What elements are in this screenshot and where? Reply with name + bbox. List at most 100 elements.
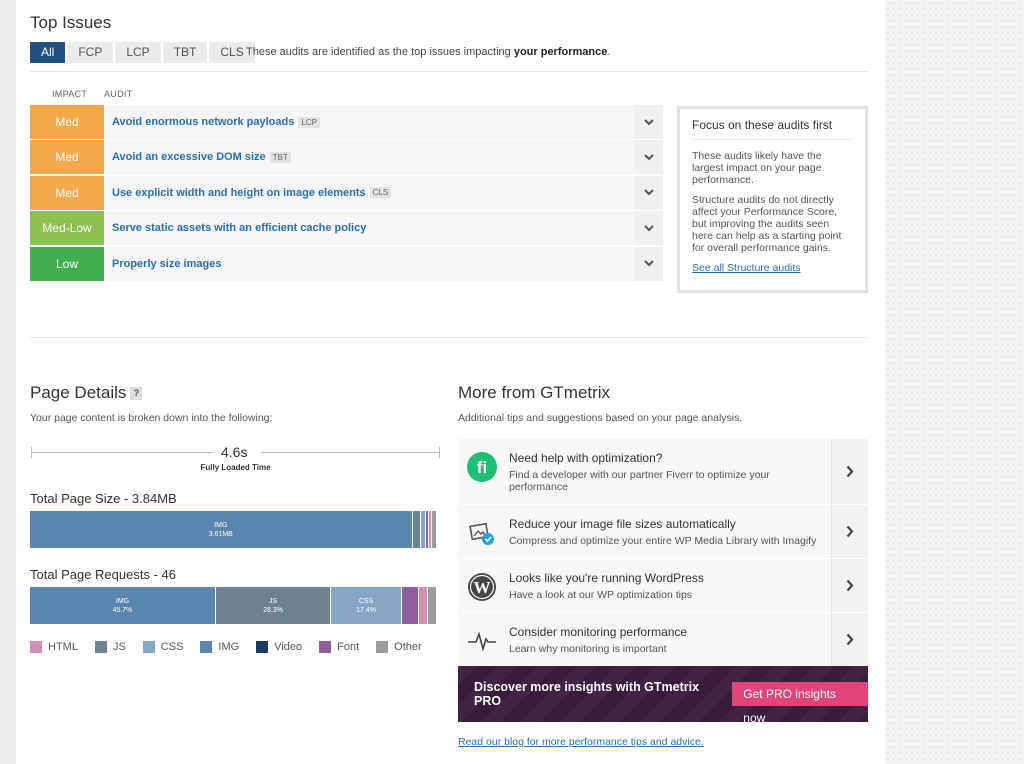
more-item[interactable]: fi Need help with optimization? Find a dev… bbox=[458, 439, 868, 504]
segment-value: 28.3% bbox=[263, 606, 283, 614]
legend-swatch bbox=[30, 641, 42, 653]
page-details-header: Page Details? bbox=[30, 383, 143, 403]
metric-tag: LCP bbox=[298, 116, 320, 128]
bar-segment-css: CSS 17.4% bbox=[331, 587, 402, 624]
get-pro-button[interactable]: Get PRO insights now bbox=[732, 682, 868, 725]
page-requests-title: Total Page Requests - 46 bbox=[30, 567, 176, 582]
segment-label: JS bbox=[268, 597, 278, 605]
svg-text:fi: fi bbox=[477, 458, 487, 477]
timeline-line-left bbox=[31, 452, 214, 453]
metric-tag: TBT bbox=[269, 151, 291, 163]
content-type-legend: HTML JS CSS IMG Video Font Other bbox=[30, 641, 439, 653]
focus-paragraph-2: Structure audits do not directly affect … bbox=[692, 194, 842, 254]
segment-value: 17.4% bbox=[356, 606, 376, 614]
audit-title-text: Serve static assets with an efficient ca… bbox=[112, 222, 367, 235]
bar-segment-img: IMG 3.61MB bbox=[30, 511, 413, 548]
expand-chevron-icon[interactable] bbox=[635, 105, 663, 139]
tab-lcp[interactable]: LCP bbox=[115, 42, 161, 63]
imagify-icon bbox=[466, 517, 498, 549]
more-item-title: Consider monitoring performance bbox=[509, 625, 688, 639]
legend-label: JS bbox=[112, 641, 126, 653]
tabs-description: These audits are identified as the top i… bbox=[246, 46, 610, 58]
legend-label: CSS bbox=[160, 641, 184, 653]
help-icon[interactable]: ? bbox=[130, 387, 143, 400]
description-bold: your performance bbox=[513, 46, 608, 58]
more-item-title: Looks like you're running WordPress bbox=[509, 571, 704, 585]
audit-title[interactable]: Use explicit width and height on image e… bbox=[112, 187, 392, 199]
audit-column-header: AUDIT bbox=[104, 89, 133, 99]
audit-title[interactable]: Serve static assets with an efficient ca… bbox=[112, 222, 366, 234]
fully-loaded-timeline: 4.6s bbox=[31, 444, 440, 464]
impact-badge: Med bbox=[30, 175, 104, 210]
top-issues-title: Top Issues bbox=[30, 13, 112, 32]
impact-badge: Low bbox=[30, 246, 104, 281]
expand-chevron-icon[interactable] bbox=[635, 211, 663, 246]
audit-title[interactable]: Properly size images bbox=[112, 258, 221, 270]
section-divider bbox=[30, 337, 868, 338]
metric-tag: CLS bbox=[369, 187, 392, 199]
divider bbox=[30, 71, 868, 72]
more-item-content: W Looks like you're running WordPress Have… bbox=[458, 559, 831, 612]
impact-badge: Med bbox=[30, 105, 104, 139]
legend-swatch bbox=[376, 641, 389, 653]
audit-row[interactable]: Med-Low Serve static assets with an effic… bbox=[30, 211, 663, 246]
pro-banner-text: Discover more insights with GTmetrix PRO bbox=[474, 680, 700, 708]
tab-cls[interactable]: CLS bbox=[209, 42, 255, 63]
bar-segment-js: JS 28.3% bbox=[215, 587, 332, 624]
fully-loaded-label: Fully Loaded Time bbox=[200, 463, 271, 472]
bar-segment-js bbox=[412, 511, 421, 548]
page-background-right bbox=[885, 0, 1024, 764]
audit-title-text: Avoid an excessive DOM size bbox=[112, 151, 266, 164]
blog-link[interactable]: Read our blog for more performance tips … bbox=[458, 736, 704, 748]
filter-tabs: All FCP LCP TBT CLS bbox=[30, 42, 257, 63]
audit-title-text: Properly size images bbox=[112, 257, 222, 270]
svg-text:W: W bbox=[474, 578, 491, 597]
tab-tbt[interactable]: TBT bbox=[162, 42, 208, 63]
bar-segment-css bbox=[420, 511, 426, 548]
page-size-title: Total Page Size - 3.84MB bbox=[30, 491, 177, 506]
audit-row[interactable]: Med Use explicit width and height on imag… bbox=[30, 175, 663, 210]
audit-row[interactable]: Med Avoid an excessive DOM size TBT bbox=[30, 140, 663, 175]
description-suffix: . bbox=[607, 46, 611, 58]
more-item[interactable]: W Looks like you're running WordPress Have… bbox=[458, 559, 868, 612]
expand-chevron-icon[interactable] bbox=[635, 246, 663, 281]
legend-item-html: HTML bbox=[30, 641, 78, 653]
page-background-left bbox=[0, 0, 16, 764]
legend-swatch bbox=[319, 641, 332, 653]
chevron-right-icon[interactable] bbox=[831, 559, 868, 612]
legend-swatch bbox=[200, 641, 213, 653]
more-item-description: Compress and optimize your entire WP Med… bbox=[509, 535, 817, 547]
legend-item-font: Font bbox=[319, 641, 359, 653]
segment-label: CSS bbox=[358, 597, 374, 605]
page-details-title: Page Details bbox=[30, 383, 127, 402]
audit-title[interactable]: Avoid an excessive DOM size TBT bbox=[112, 151, 291, 163]
chevron-right-icon[interactable] bbox=[831, 613, 868, 666]
expand-chevron-icon[interactable] bbox=[635, 175, 663, 210]
tab-fcp[interactable]: FCP bbox=[67, 42, 114, 63]
more-item[interactable]: Reduce your image file sizes automatical… bbox=[458, 505, 868, 558]
audit-row[interactable]: Low Properly size images bbox=[30, 246, 663, 281]
timeline-end-cap bbox=[439, 447, 440, 458]
legend-item-js: JS bbox=[94, 641, 126, 653]
chevron-right-icon[interactable] bbox=[831, 505, 868, 558]
more-item-content: Reduce your image file sizes automatical… bbox=[458, 505, 831, 558]
more-item[interactable]: Consider monitoring performance Learn why… bbox=[458, 613, 868, 666]
fiverr-icon: fi bbox=[466, 451, 498, 483]
description-text: These audits are identified as the top i… bbox=[246, 46, 514, 58]
pro-banner: Discover more insights with GTmetrix PRO… bbox=[458, 666, 868, 725]
page-details-subtitle: Your page content is broken down into th… bbox=[30, 412, 273, 424]
expand-chevron-icon[interactable] bbox=[635, 140, 663, 175]
see-all-structure-link[interactable]: See all Structure audits bbox=[692, 262, 801, 274]
bar-segment-font bbox=[425, 511, 429, 548]
impact-column-header: IMPACT bbox=[52, 89, 88, 99]
impact-badge: Med bbox=[30, 140, 104, 175]
bar-segment-html bbox=[428, 511, 433, 548]
audit-title[interactable]: Avoid enormous network payloads LCP bbox=[112, 116, 320, 128]
timeline-line-right bbox=[261, 452, 440, 453]
tab-all[interactable]: All bbox=[30, 42, 66, 63]
bar-segment-img: IMG 45.7% bbox=[30, 587, 216, 624]
legend-swatch bbox=[94, 641, 107, 653]
more-title: More from GTmetrix bbox=[458, 383, 611, 402]
chevron-right-icon[interactable] bbox=[831, 439, 868, 504]
audit-row[interactable]: Med Avoid enormous network payloads LCP bbox=[30, 105, 663, 139]
